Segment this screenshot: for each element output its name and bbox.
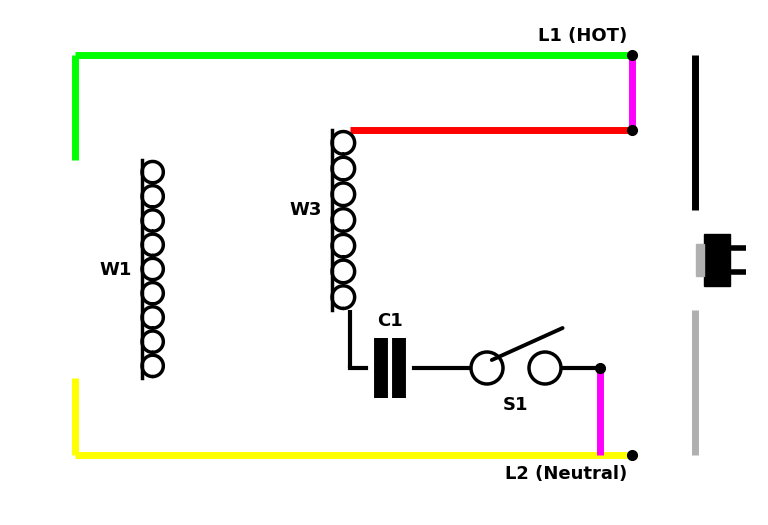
Text: W1: W1 (100, 261, 132, 279)
Bar (696, 245, 704, 276)
Text: S1: S1 (503, 396, 528, 414)
Text: L1 (HOT): L1 (HOT) (538, 27, 627, 45)
Text: L2 (Neutral): L2 (Neutral) (505, 465, 627, 483)
Circle shape (471, 352, 503, 384)
Bar (704, 234, 730, 286)
Text: C1: C1 (377, 312, 403, 330)
Text: W3: W3 (290, 201, 322, 219)
Circle shape (529, 352, 561, 384)
